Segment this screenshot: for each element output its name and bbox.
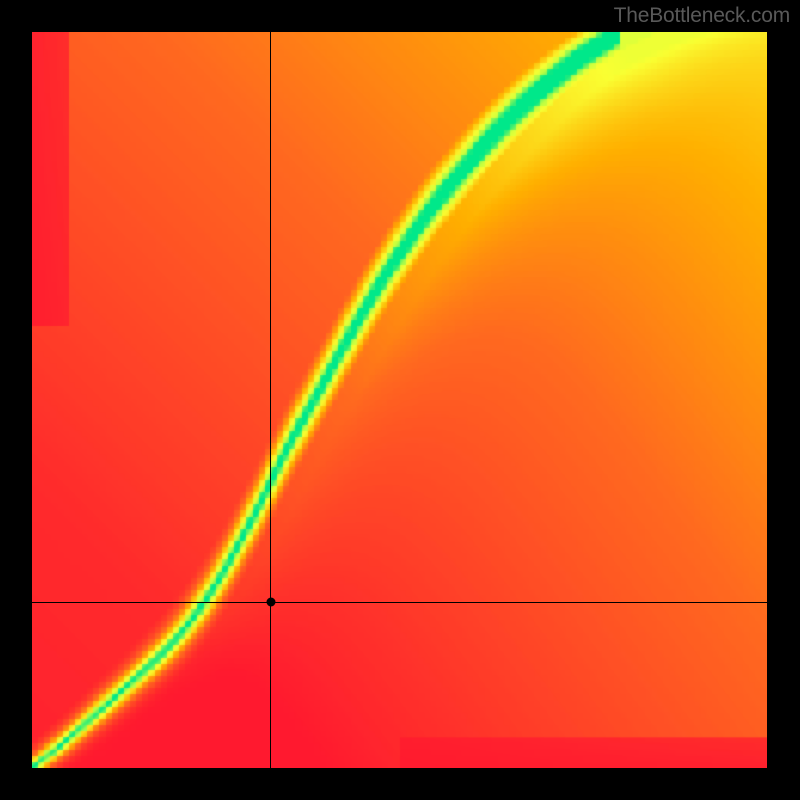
heatmap-plot [32,32,767,768]
crosshair-marker [266,598,275,607]
watermark-text: TheBottleneck.com [614,4,790,28]
crosshair-horizontal [32,602,767,603]
heatmap-canvas [32,32,767,768]
crosshair-vertical [270,32,271,768]
